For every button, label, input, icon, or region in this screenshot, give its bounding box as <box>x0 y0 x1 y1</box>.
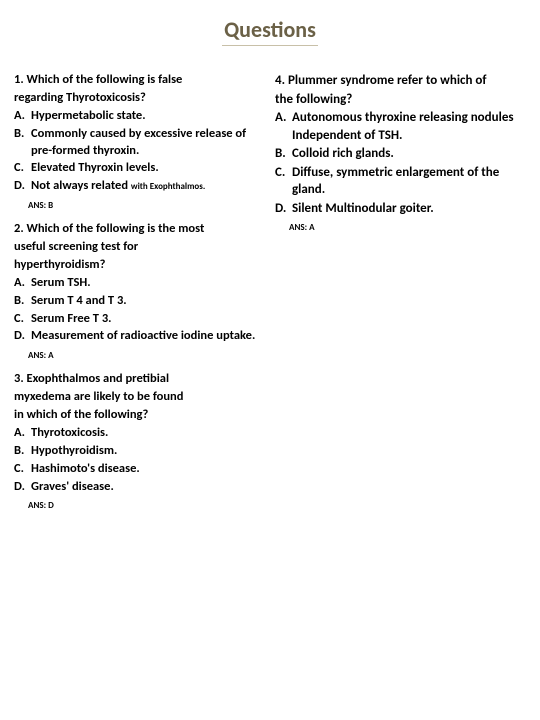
option-letter: A. <box>275 109 292 144</box>
option-text: Silent Multinodular goiter. <box>292 200 526 218</box>
q3-stem-line2: myxedema are likely to be found <box>14 389 265 406</box>
q3-options: A. Thyrotoxicosis. B. Hypothyroidism. C.… <box>14 425 265 496</box>
q1-option-d: D. Not always related with Exophthalmos. <box>14 178 265 195</box>
q2-option-a: A. Serum TSH. <box>14 275 265 292</box>
option-text: Serum TSH. <box>31 275 265 292</box>
option-text: Serum Free T 3. <box>31 311 265 328</box>
content-columns: 1. Which of the following is false regar… <box>14 72 526 521</box>
option-letter: B. <box>14 293 31 310</box>
q4-stem-line1: 4. Plummer syndrome refer to which of <box>275 72 526 90</box>
q4-option-b: B. Colloid rich glands. <box>275 145 526 163</box>
option-text: Elevated Thyroxin levels. <box>31 160 265 177</box>
q1-stem-line1: 1. Which of the following is false <box>14 72 265 89</box>
option-letter: C. <box>14 160 31 177</box>
option-letter: C. <box>14 311 31 328</box>
q2-option-c: C. Serum Free T 3. <box>14 311 265 328</box>
option-text: Diffuse, symmetric enlargement of the gl… <box>292 164 526 199</box>
option-letter: D. <box>14 178 31 195</box>
left-column: 1. Which of the following is false regar… <box>14 72 265 521</box>
option-text: Hashimoto's disease. <box>31 461 265 478</box>
q1-option-a: A. Hypermetabolic state. <box>14 108 265 125</box>
option-text: Hypermetabolic state. <box>31 108 265 125</box>
option-letter: A. <box>14 275 31 292</box>
option-letter: A. <box>14 425 31 442</box>
option-letter: B. <box>14 443 31 460</box>
option-text: Not always related with Exophthalmos. <box>31 178 265 195</box>
q4-stem-line2: the following? <box>275 91 526 109</box>
option-text: Thyrotoxicosis. <box>31 425 265 442</box>
q3-option-a: A. Thyrotoxicosis. <box>14 425 265 442</box>
right-column: 4. Plummer syndrome refer to which of th… <box>275 72 526 521</box>
q3-option-c: C. Hashimoto's disease. <box>14 461 265 478</box>
q3-option-d: D. Graves' disease. <box>14 479 265 496</box>
option-letter: C. <box>275 164 292 199</box>
q3-stem-line1: 3. Exophthalmos and pretibial <box>14 371 265 388</box>
option-text: Autonomous thyroxine releasing nodules I… <box>292 109 526 144</box>
option-letter: D. <box>14 479 31 496</box>
q1-option-c: C. Elevated Thyroxin levels. <box>14 160 265 177</box>
option-letter: B. <box>14 126 31 160</box>
q3-option-b: B. Hypothyroidism. <box>14 443 265 460</box>
option-text: Commonly caused by excessive release of … <box>31 126 265 160</box>
q4-option-a: A. Autonomous thyroxine releasing nodule… <box>275 109 526 144</box>
option-text: Measurement of radioactive iodine uptake… <box>31 328 265 345</box>
q1-stem-line2: regarding Thyrotoxicosis? <box>14 90 265 107</box>
option-letter: D. <box>275 200 292 218</box>
option-text: Colloid rich glands. <box>292 145 526 163</box>
option-letter: B. <box>275 145 292 163</box>
question-2: 2. Which of the following is the most us… <box>14 221 265 361</box>
option-text: Graves' disease. <box>31 479 265 496</box>
title-container: Questions <box>14 16 526 46</box>
q2-stem-line2: useful screening test for <box>14 239 265 256</box>
q1-options: A. Hypermetabolic state. B. Commonly cau… <box>14 108 265 195</box>
option-text: Hypothyroidism. <box>31 443 265 460</box>
question-4: 4. Plummer syndrome refer to which of th… <box>275 72 526 233</box>
option-letter: C. <box>14 461 31 478</box>
option-text: Serum T 4 and T 3. <box>31 293 265 310</box>
option-letter: A. <box>14 108 31 125</box>
q4-option-c: C. Diffuse, symmetric enlargement of the… <box>275 164 526 199</box>
q4-answer: ANS: A <box>289 222 526 233</box>
page-title: Questions <box>222 16 318 46</box>
q1-d-main: Not always related <box>31 178 131 193</box>
q2-option-d: D. Measurement of radioactive iodine upt… <box>14 328 265 345</box>
q2-answer: ANS: A <box>28 350 265 361</box>
q2-options: A. Serum TSH. B. Serum T 4 and T 3. C. S… <box>14 275 265 346</box>
q1-option-b: B. Commonly caused by excessive release … <box>14 126 265 160</box>
q2-stem-line3: hyperthyroidism? <box>14 257 265 274</box>
q4-option-d: D. Silent Multinodular goiter. <box>275 200 526 218</box>
question-3: 3. Exophthalmos and pretibial myxedema a… <box>14 371 265 511</box>
q2-stem-line1: 2. Which of the following is the most <box>14 221 265 238</box>
q2-option-b: B. Serum T 4 and T 3. <box>14 293 265 310</box>
q1-answer: ANS: B <box>28 200 265 211</box>
q3-stem-line3: in which of the following? <box>14 407 265 424</box>
q1-d-sub: with Exophthalmos. <box>131 181 205 192</box>
option-letter: D. <box>14 328 31 345</box>
q3-answer: ANS: D <box>28 500 265 511</box>
q4-options: A. Autonomous thyroxine releasing nodule… <box>275 109 526 217</box>
question-1: 1. Which of the following is false regar… <box>14 72 265 211</box>
